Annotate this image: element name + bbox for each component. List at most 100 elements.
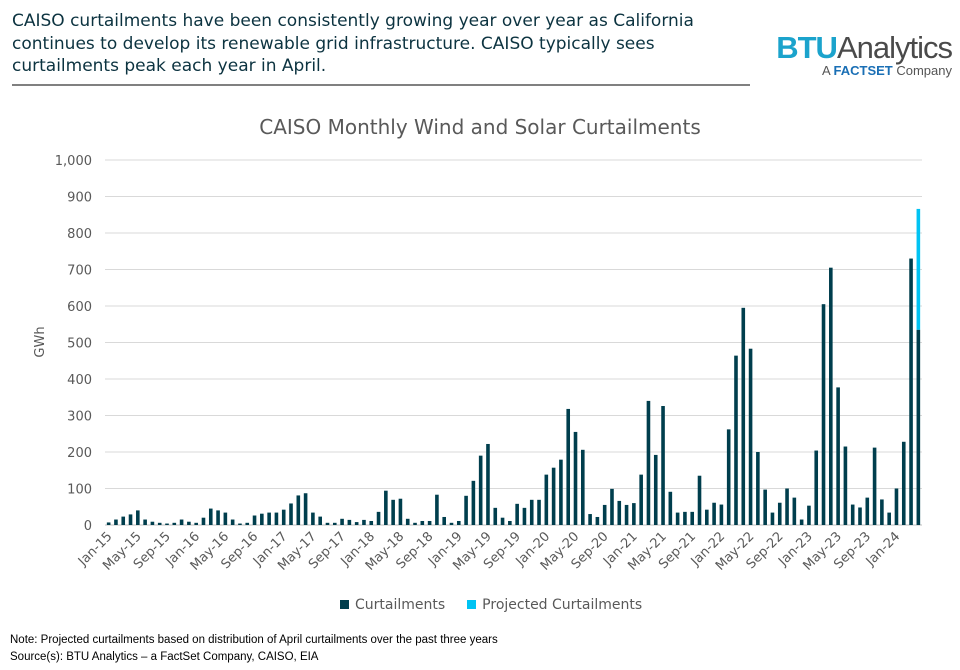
legend-label: Curtailments bbox=[355, 597, 446, 613]
bar-curtailments bbox=[318, 516, 322, 525]
y-axis-label: GWh bbox=[33, 326, 48, 357]
bar-curtailments bbox=[245, 522, 250, 525]
bar-curtailments bbox=[653, 454, 658, 525]
bar-curtailments bbox=[493, 507, 498, 525]
bar-curtailments bbox=[668, 491, 673, 525]
bar-curtailments bbox=[748, 348, 753, 525]
intro-text: CAISO curtailments have been consistentl… bbox=[12, 11, 694, 76]
bar-curtailments bbox=[850, 504, 855, 525]
logo-brand-bold: BTU bbox=[776, 30, 838, 65]
logo-sub-prefix: A bbox=[821, 63, 834, 78]
bar-curtailments bbox=[559, 459, 563, 525]
bar-curtailments bbox=[719, 504, 724, 525]
bar-curtailments bbox=[106, 522, 111, 525]
y-tick-label: 0 bbox=[84, 519, 92, 534]
legend-label: Projected Curtailments bbox=[482, 597, 643, 613]
bar-curtailments bbox=[157, 522, 162, 525]
bar-curtailments bbox=[208, 508, 213, 525]
bar-curtailments bbox=[398, 498, 403, 525]
bar-curtailments bbox=[150, 521, 155, 525]
y-tick-label: 800 bbox=[67, 227, 92, 242]
bar-curtailments bbox=[529, 499, 534, 525]
y-tick-label: 700 bbox=[67, 264, 92, 279]
bar-curtailments bbox=[354, 522, 359, 525]
bar-curtailments bbox=[121, 516, 126, 525]
bar-curtailments bbox=[340, 518, 344, 525]
bar-curtailments bbox=[624, 504, 629, 525]
bar-curtailments bbox=[471, 480, 476, 525]
y-tick-label: 300 bbox=[67, 410, 92, 425]
note-text: Note: Projected curtailments based on di… bbox=[10, 634, 498, 646]
y-tick-label: 500 bbox=[67, 337, 92, 352]
y-tick-label: 100 bbox=[67, 483, 92, 498]
bar-curtailments bbox=[384, 490, 388, 525]
bar-curtailments bbox=[442, 516, 447, 525]
source-text: Source(s): BTU Analytics – a FactSet Com… bbox=[10, 651, 319, 663]
bar-curtailments bbox=[799, 519, 804, 525]
bar-curtailments bbox=[347, 519, 352, 525]
bar-curtailments bbox=[303, 493, 308, 525]
bar-curtailments bbox=[858, 507, 862, 525]
y-tick-label: 600 bbox=[67, 300, 92, 315]
bar-curtailments bbox=[551, 467, 556, 525]
bar-curtailments bbox=[456, 520, 461, 525]
bar-curtailments bbox=[880, 499, 884, 525]
bar-curtailments bbox=[821, 304, 826, 525]
bar-curtailments bbox=[376, 511, 381, 525]
bar-curtailments bbox=[114, 519, 118, 525]
bar-curtailments bbox=[325, 522, 330, 525]
footnotes: Note: Projected curtailments based on di… bbox=[10, 632, 498, 666]
bar-curtailments bbox=[580, 449, 585, 525]
y-tick-label: 1,000 bbox=[55, 154, 92, 169]
bar-curtailments bbox=[829, 267, 833, 525]
bar-curtailments bbox=[595, 516, 600, 525]
bar-curtailments bbox=[843, 446, 848, 525]
bar-curtailments bbox=[420, 520, 425, 525]
bar-curtailments bbox=[281, 509, 286, 525]
logo-brand-rest: Analytics bbox=[836, 30, 953, 65]
bar-curtailments bbox=[508, 520, 512, 525]
bar-curtailments bbox=[216, 510, 220, 525]
bar-curtailments bbox=[464, 495, 468, 525]
bar-chart: GWh 01002003004005006007008009001,000Jan… bbox=[33, 154, 922, 574]
bar-curtailments bbox=[500, 517, 505, 525]
bar-curtailments bbox=[639, 474, 643, 525]
bar-curtailments bbox=[887, 512, 891, 525]
bar-curtailments bbox=[194, 522, 198, 525]
bar-curtailments bbox=[588, 514, 592, 525]
bar-curtailments bbox=[705, 509, 709, 525]
bar-curtailments bbox=[690, 511, 695, 525]
bar-curtailments bbox=[143, 519, 147, 525]
bar-curtailments bbox=[486, 443, 490, 525]
bar-curtailments bbox=[391, 499, 395, 525]
bar-curtailments bbox=[697, 475, 702, 525]
btu-analytics-logo: BTUAnalytics A FACTSET Company bbox=[752, 30, 953, 78]
bar-curtailments bbox=[770, 512, 775, 525]
bar-curtailments bbox=[260, 513, 264, 525]
bar-curtailments bbox=[683, 511, 687, 525]
logo-sub-suffix: Company bbox=[892, 63, 952, 78]
bar-curtailments bbox=[814, 450, 819, 525]
bar-curtailments bbox=[610, 488, 614, 525]
bar-projected-curtailments bbox=[916, 208, 921, 330]
legend-item-projected: Projected Curtailments bbox=[467, 597, 642, 613]
bar-curtailments bbox=[427, 520, 432, 525]
bar-curtailments bbox=[901, 441, 906, 525]
legend-swatch bbox=[340, 600, 349, 609]
bar-curtailments bbox=[712, 502, 716, 525]
y-tick-label: 400 bbox=[67, 373, 92, 388]
bar-curtailments bbox=[756, 452, 760, 525]
bar-curtailments bbox=[741, 307, 746, 525]
bar-curtailments bbox=[872, 447, 877, 525]
bar-curtailments bbox=[223, 512, 228, 525]
bar-curtailments bbox=[522, 507, 527, 525]
bar-curtailments bbox=[865, 497, 870, 525]
bar-curtailments bbox=[515, 503, 519, 525]
bar-curtailments bbox=[289, 503, 293, 525]
bar-curtailments bbox=[267, 512, 271, 525]
bar-curtailments bbox=[916, 329, 921, 525]
legend-item-curtailments: Curtailments bbox=[340, 597, 445, 613]
y-tick-label: 200 bbox=[67, 446, 92, 461]
bar-curtailments bbox=[230, 519, 235, 525]
bar-curtailments bbox=[449, 522, 454, 525]
